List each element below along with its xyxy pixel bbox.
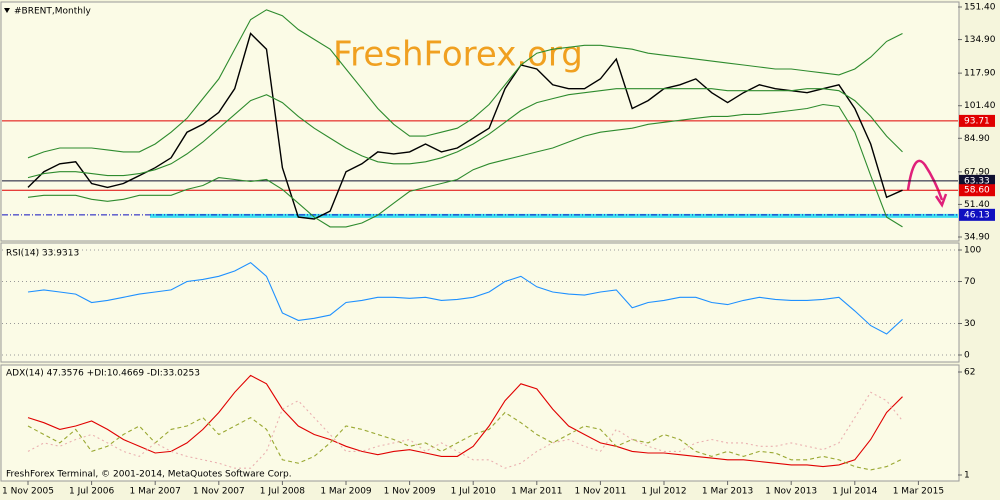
level-label-box: [959, 184, 995, 197]
series-line: [27, 261, 903, 335]
x-tick-label: 1 Jul 2010: [451, 487, 496, 497]
level-label: 46.13: [964, 210, 990, 220]
y-tick-label: 84.90: [964, 134, 990, 144]
series-line: [27, 411, 903, 471]
level-label: 63.33: [964, 176, 990, 186]
y-tick-label: 1: [964, 471, 970, 481]
forecast-arrow: [906, 159, 944, 201]
level-label-box: [959, 114, 995, 127]
series-line: [27, 374, 903, 468]
x-tick-label: 1 Mar 2007: [130, 487, 181, 497]
menu-icon: [4, 8, 10, 13]
level-label-box: [959, 174, 995, 187]
x-tick-label: 1 Nov 2007: [193, 487, 245, 497]
y-tick-label: 0: [964, 351, 970, 361]
x-tick-label: 1 Nov 2011: [574, 487, 626, 497]
series-line: [27, 88, 903, 179]
x-tick-label: 1 Mar 2011: [511, 487, 562, 497]
series-line: [27, 103, 903, 228]
main-panel: [0, 1, 960, 242]
x-tick-label: 1 Jul 2012: [641, 487, 686, 497]
y-tick-label: 117.90: [964, 69, 996, 79]
chart-title: #BRENT,Monthly: [14, 7, 91, 17]
watermark: FreshForex.org: [333, 35, 583, 75]
y-tick-label: 30: [964, 319, 976, 329]
series-line: [27, 391, 903, 469]
adx-title: ADX(14) 47.3576 +DI:10.4669 -DI:33.0253: [6, 369, 200, 379]
y-tick-label: 34.90: [964, 233, 990, 243]
y-tick-label: 101.40: [964, 101, 996, 111]
y-tick-label: 67.90: [964, 167, 990, 177]
x-tick-label: 1 Mar 2009: [320, 487, 372, 497]
y-tick-label: 70: [964, 277, 976, 287]
x-tick-label: 1 Mar 2015: [893, 487, 944, 497]
level-label-box: [959, 208, 995, 221]
y-tick-label: 134.90: [964, 35, 996, 45]
footer: FreshForex Terminal, © 2001-2014, MetaQu…: [6, 470, 292, 480]
x-tick-label: 1 Jul 2008: [260, 487, 305, 497]
y-tick-label: 100: [964, 246, 981, 256]
x-tick-label: 1 Nov 2005: [2, 487, 54, 497]
x-tick-label: 1 Jul 2014: [832, 487, 877, 497]
y-tick-label: 51.40: [964, 200, 990, 210]
series-line: [27, 32, 903, 220]
adx-panel: [0, 364, 960, 482]
x-tick-label: 1 Jul 2006: [69, 487, 114, 497]
series-line: [27, 9, 903, 159]
forecast-arrowhead: [934, 193, 948, 208]
level-label: 93.71: [964, 116, 990, 126]
rsi-panel: [0, 242, 960, 363]
y-tick-label: 62: [964, 368, 975, 378]
rsi-title: RSI(14) 33.9313: [6, 249, 79, 259]
level-label: 58.60: [964, 186, 990, 196]
x-tick-label: 1 Nov 2013: [765, 487, 817, 497]
x-tick-label: 1 Nov 2009: [384, 487, 436, 497]
y-tick-label: 151.40: [964, 3, 996, 13]
x-tick-label: 1 Mar 2013: [702, 487, 753, 497]
